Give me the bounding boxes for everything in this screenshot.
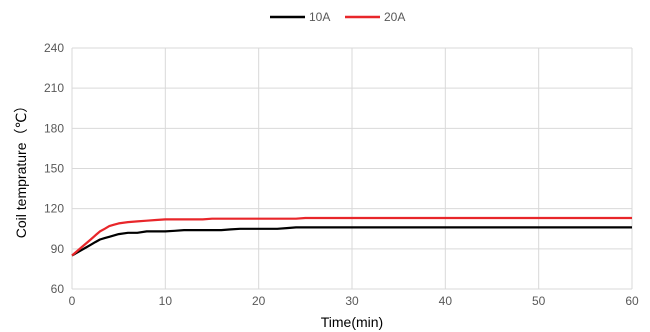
series-lines — [71, 216, 632, 257]
x-tick-label: 30 — [345, 294, 359, 308]
y-axis-title: Coil temprature（℃） — [13, 99, 29, 238]
grid — [71, 47, 633, 290]
y-tick-label: 180 — [44, 121, 64, 135]
legend: 10A 20A — [270, 10, 405, 24]
x-tick-label: 50 — [532, 294, 546, 308]
y-tick-label: 90 — [51, 242, 65, 256]
axes: 60 90 120 150 180 210 240 0 10 20 30 40 50 60 — [44, 41, 639, 308]
x-tick-label: 60 — [625, 294, 639, 308]
x-tick-label: 0 — [69, 294, 76, 308]
x-tick-label: 40 — [439, 294, 453, 308]
y-tick-label: 120 — [44, 202, 64, 216]
y-tick-label: 150 — [44, 162, 64, 176]
y-tick-label: 240 — [44, 41, 64, 55]
x-tick-label: 20 — [252, 294, 266, 308]
x-tick-label: 10 — [159, 294, 173, 308]
series-line-10a — [71, 226, 632, 257]
legend-label-20a: 20A — [384, 10, 405, 24]
x-axis-title: Time(min) — [321, 314, 383, 330]
series-line-20a — [71, 216, 632, 257]
y-tick-label: 60 — [51, 282, 65, 296]
legend-label-10a: 10A — [309, 10, 330, 24]
y-tick-label: 210 — [44, 81, 64, 95]
